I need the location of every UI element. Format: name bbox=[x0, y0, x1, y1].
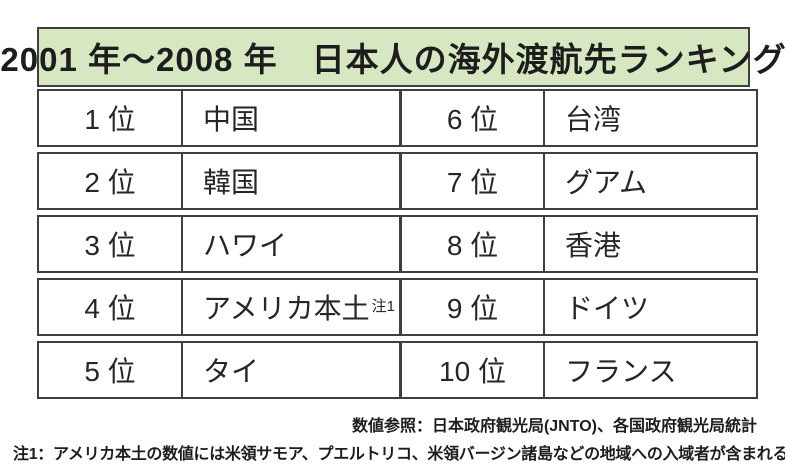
destination-label: アメリカ本土 bbox=[203, 293, 370, 324]
data-source-caption: 数値参照：日本政府観光局(JNTO)、各国政府観光局統計 bbox=[351, 418, 757, 435]
destination-cell: 台湾 bbox=[543, 91, 756, 145]
destination-cell: 香港 bbox=[543, 217, 756, 271]
rank-cell: 5 位 bbox=[84, 356, 136, 387]
destination-cell: 中国 bbox=[181, 91, 399, 145]
destination-cell: タイ bbox=[181, 343, 399, 397]
rank-cell: 3 位 bbox=[84, 230, 136, 261]
title-banner: 2001 年～2008 年 日本人の海外渡航先ランキング bbox=[0, 27, 785, 87]
page-title: 2001 年～2008 年 日本人の海外渡航先ランキング bbox=[0, 41, 785, 78]
rank-cell: 2 位 bbox=[84, 167, 136, 198]
destination-cell: ハワイ bbox=[181, 217, 399, 271]
table-row: 4 位 アメリカ本土 注1 9 位 ドイツ bbox=[37, 278, 758, 336]
rank-cell: 4 位 bbox=[84, 293, 136, 324]
table-row: 5 位 タイ 10 位 フランス bbox=[37, 341, 758, 399]
rank-cell: 10 位 bbox=[399, 343, 543, 397]
table-row: 1 位 中国 6 位 台湾 bbox=[37, 89, 758, 147]
rank-cell: 7 位 bbox=[399, 154, 543, 208]
rank-cell: 1 位 bbox=[84, 104, 136, 135]
table-row: 3 位 ハワイ 8 位 香港 bbox=[37, 215, 758, 273]
destination-cell: グアム bbox=[543, 154, 756, 208]
ranking-table: 1 位 中国 6 位 台湾 2 位 韓国 7 位 グアム 3 位 ハワイ 8 位… bbox=[37, 89, 758, 399]
destination-cell: フランス bbox=[543, 343, 756, 397]
rank-cell: 6 位 bbox=[399, 91, 543, 145]
destination-cell: ドイツ bbox=[543, 280, 756, 334]
rank-cell: 9 位 bbox=[399, 280, 543, 334]
table-row: 2 位 韓国 7 位 グアム bbox=[37, 152, 758, 210]
footnote: 注1：アメリカ本土の数値には米領サモア、プエルトリコ、米領バージン諸島などの地域… bbox=[13, 446, 785, 463]
destination-cell: アメリカ本土 注1 bbox=[181, 280, 399, 334]
rank-cell: 8 位 bbox=[399, 217, 543, 271]
destination-cell: 韓国 bbox=[181, 154, 399, 208]
